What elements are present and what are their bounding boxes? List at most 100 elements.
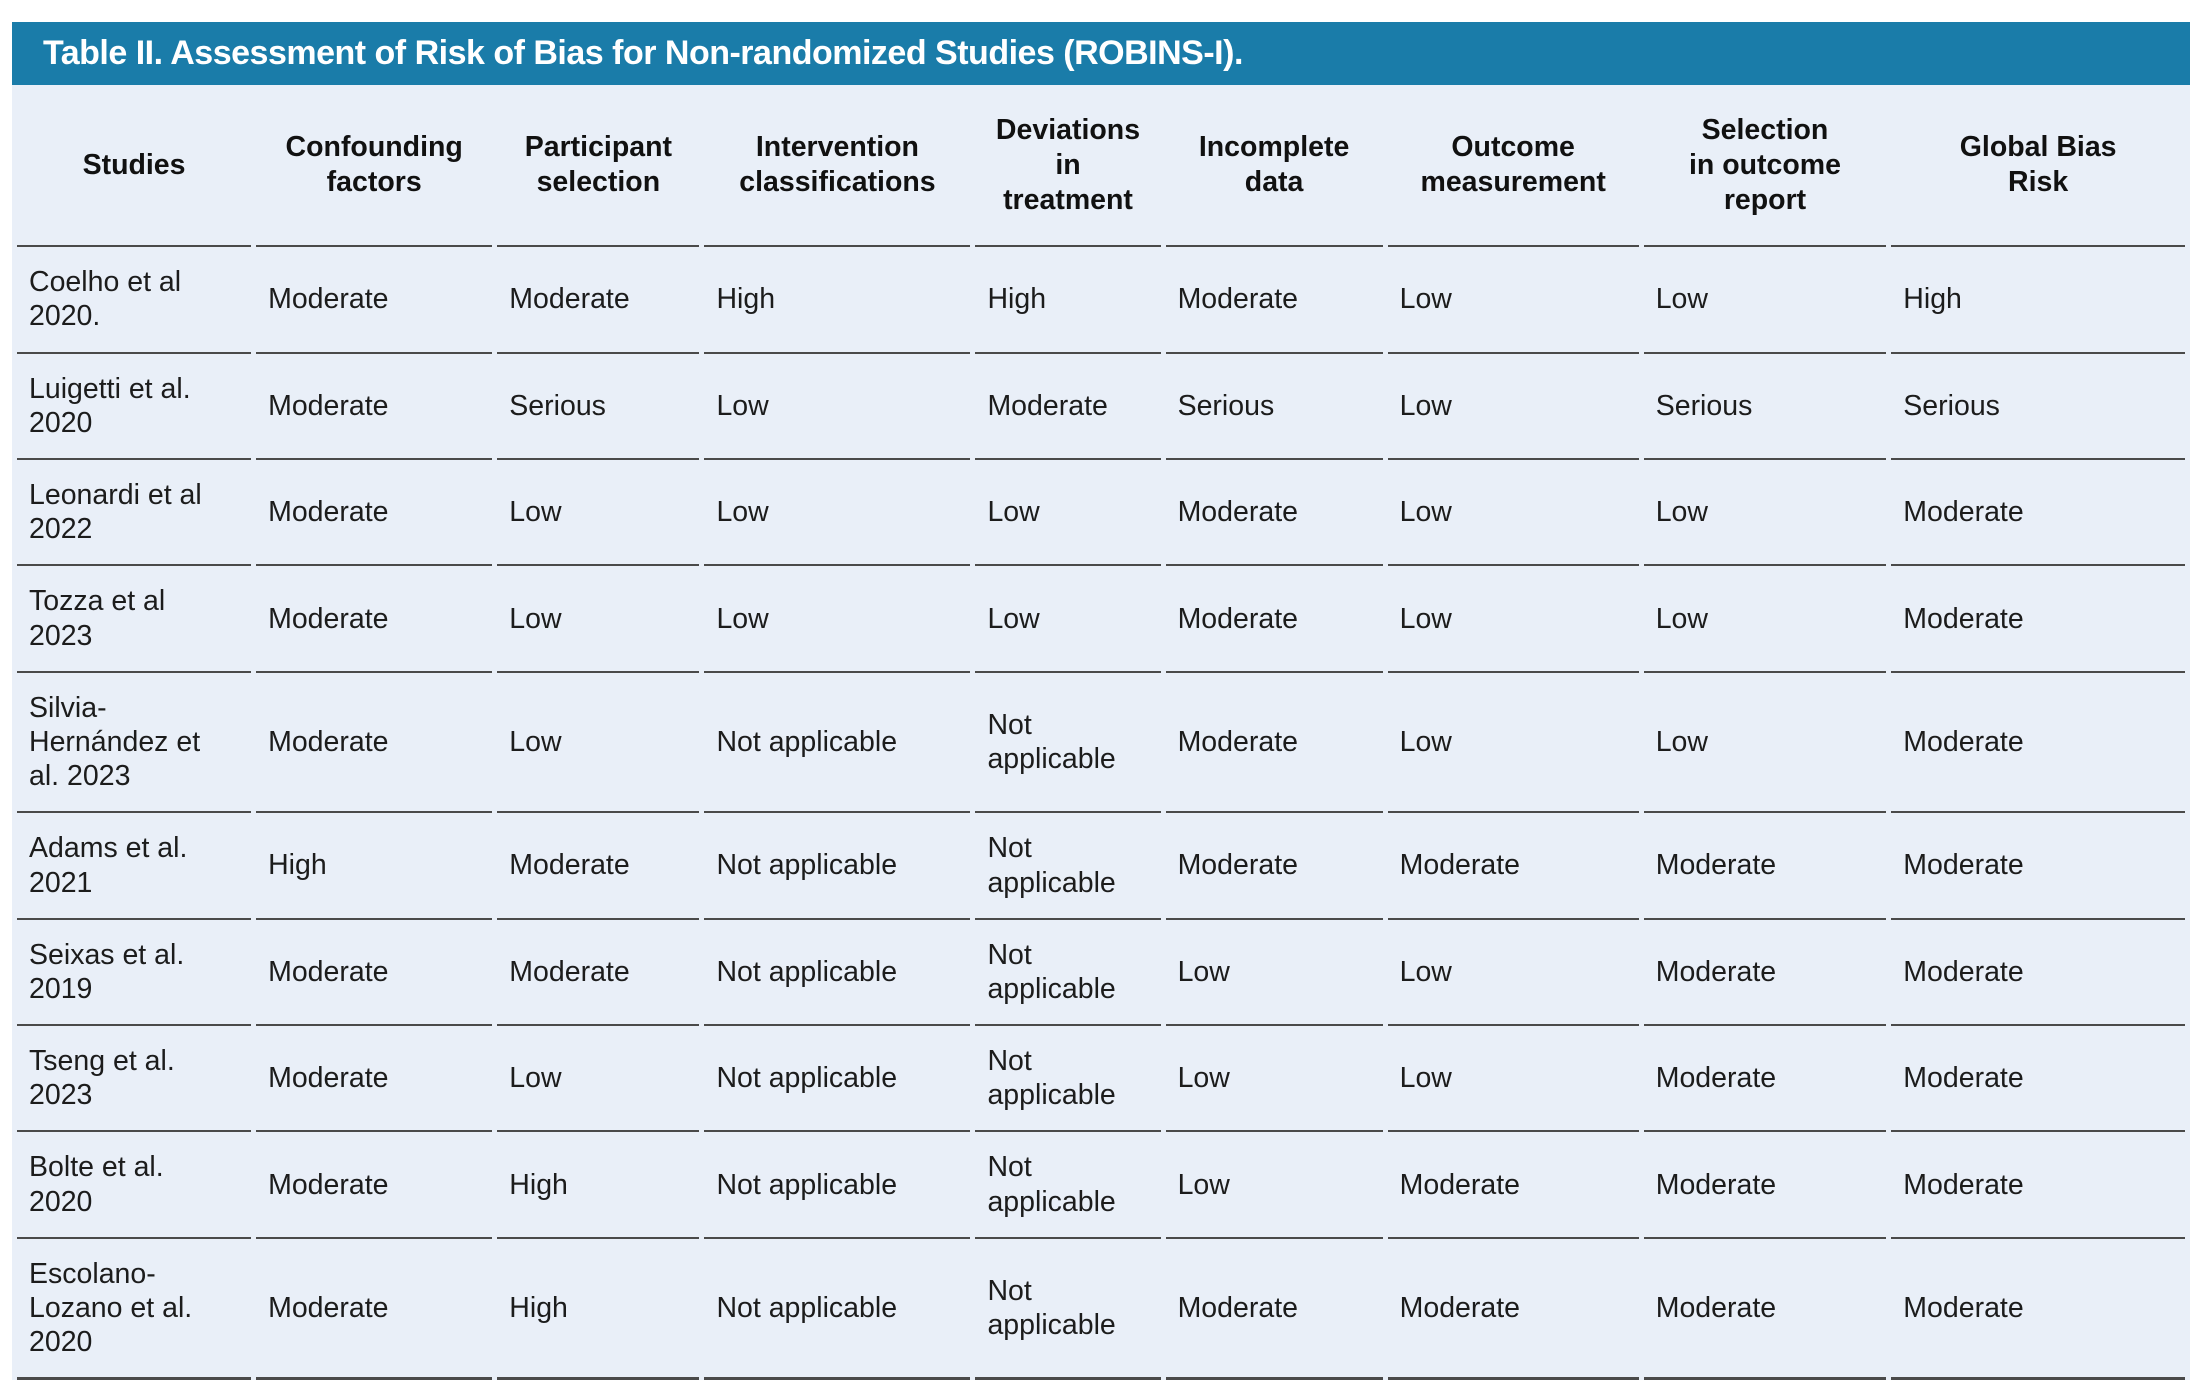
study-cell: Adams et al. 2021 — [17, 813, 252, 920]
rating-cell: Low — [704, 354, 971, 461]
rating-cell: Low — [1165, 920, 1383, 1027]
rating-cell: Low — [1643, 460, 1887, 567]
rating-cell: Moderate — [256, 566, 493, 673]
rating-cell: Moderate — [1165, 813, 1383, 920]
rating-cell: Low — [704, 566, 971, 673]
study-cell: Tseng et al. 2023 — [17, 1026, 252, 1133]
rating-cell: Not applicable — [975, 1026, 1161, 1133]
rating-cell: Low — [1387, 354, 1639, 461]
table-row: Silvia-Hernández et al. 2023 Moderate Low N… — [17, 673, 2185, 814]
rating-cell: Low — [1387, 920, 1639, 1027]
rating-cell: Moderate — [1643, 813, 1887, 920]
rating-cell: Low — [1387, 566, 1639, 673]
table-row: Adams et al. 2021 High Moderate Not applica… — [17, 813, 2185, 920]
rating-cell: High — [1891, 247, 2185, 354]
rating-cell: Moderate — [256, 1239, 493, 1380]
table-title-bar: Table II. Assessment of Risk of Bias for… — [12, 22, 2190, 85]
rating-cell: Low — [497, 460, 700, 567]
rating-cell: Moderate — [497, 920, 700, 1027]
column-header: Confounding factors — [256, 85, 493, 248]
table-row: Escolano-Lozano et al. 2020 Moderate High N… — [17, 1239, 2185, 1380]
rating-cell: Serious — [497, 354, 700, 461]
rating-cell: Low — [1643, 566, 1887, 673]
rating-cell: Moderate — [1891, 1026, 2185, 1133]
rating-cell: Low — [1387, 247, 1639, 354]
rating-cell: Serious — [1643, 354, 1887, 461]
rating-cell: Moderate — [497, 813, 700, 920]
rating-cell: Moderate — [1643, 1239, 1887, 1380]
rating-cell: Moderate — [256, 247, 493, 354]
rating-cell: Moderate — [256, 673, 493, 814]
table-header-row: Studies Confounding factors Participant se… — [17, 85, 2185, 248]
rating-cell: Low — [1643, 673, 1887, 814]
rating-cell: Moderate — [1891, 920, 2185, 1027]
rating-cell: Not applicable — [975, 673, 1161, 814]
rating-cell: Moderate — [1891, 566, 2185, 673]
paper-table-figure: Table II. Assessment of Risk of Bias for… — [12, 22, 2190, 1380]
rating-cell: Not applicable — [704, 1026, 971, 1133]
rating-cell: Serious — [1891, 354, 2185, 461]
rating-cell: Moderate — [1387, 1132, 1639, 1239]
column-header: Outcome measurement — [1387, 85, 1639, 248]
rating-cell: Low — [1643, 247, 1887, 354]
rating-cell: Moderate — [256, 460, 493, 567]
table-header: Studies Confounding factors Participant se… — [17, 85, 2185, 248]
rating-cell: Not applicable — [975, 1239, 1161, 1380]
table-row: Bolte et al. 2020 Moderate High Not applica… — [17, 1132, 2185, 1239]
table-row: Coelho et al 2020. Moderate Moderate High Hi… — [17, 247, 2185, 354]
column-header: Studies — [17, 85, 252, 248]
rating-cell: High — [497, 1239, 700, 1380]
study-cell: Seixas et al. 2019 — [17, 920, 252, 1027]
table-row: Leonardi et al 2022 Moderate Low Low Low Mode… — [17, 460, 2185, 567]
rating-cell: Low — [1165, 1026, 1383, 1133]
study-cell: Bolte et al. 2020 — [17, 1132, 252, 1239]
table-title: Table II. Assessment of Risk of Bias for… — [43, 34, 1243, 72]
rating-cell: Not applicable — [704, 920, 971, 1027]
rating-cell: Moderate — [1165, 460, 1383, 567]
rating-cell: Low — [1387, 460, 1639, 567]
rating-cell: Low — [1387, 1026, 1639, 1133]
table-row: Tozza et al 2023 Moderate Low Low Low Moderat… — [17, 566, 2185, 673]
rating-cell: Moderate — [497, 247, 700, 354]
rating-cell: Serious — [1165, 354, 1383, 461]
rating-cell: Moderate — [1165, 566, 1383, 673]
rating-cell: Moderate — [1643, 1132, 1887, 1239]
rating-cell: Low — [497, 673, 700, 814]
rating-cell: Moderate — [1643, 920, 1887, 1027]
rating-cell: Moderate — [1891, 673, 2185, 814]
rating-cell: Not applicable — [975, 1132, 1161, 1239]
table-row: Tseng et al. 2023 Moderate Low Not applicab… — [17, 1026, 2185, 1133]
rating-cell: Low — [975, 566, 1161, 673]
rating-cell: Low — [704, 460, 971, 567]
rating-cell: Moderate — [1387, 813, 1639, 920]
study-cell: Tozza et al 2023 — [17, 566, 252, 673]
rating-cell: Moderate — [256, 1026, 493, 1133]
rating-cell: Moderate — [1891, 813, 2185, 920]
rating-cell: Moderate — [1165, 247, 1383, 354]
rating-cell: Moderate — [1891, 1239, 2185, 1380]
column-header: Participant selection — [497, 85, 700, 248]
rating-cell: Not applicable — [975, 813, 1161, 920]
study-cell: Luigetti et al. 2020 — [17, 354, 252, 461]
table-row: Luigetti et al. 2020 Moderate Serious Low Mo… — [17, 354, 2185, 461]
column-header: Intervention classifications — [704, 85, 971, 248]
robins-table: Studies Confounding factors Participant se… — [12, 85, 2190, 1380]
table-row: Seixas et al. 2019 Moderate Moderate Not ap… — [17, 920, 2185, 1027]
rating-cell: High — [256, 813, 493, 920]
study-cell: Coelho et al 2020. — [17, 247, 252, 354]
rating-cell: Not applicable — [704, 1239, 971, 1380]
rating-cell: High — [975, 247, 1161, 354]
column-header: Deviations in treatment — [975, 85, 1161, 248]
column-header: Incomplete data — [1165, 85, 1383, 248]
rating-cell: Not applicable — [704, 673, 971, 814]
rating-cell: Low — [497, 1026, 700, 1133]
rating-cell: Low — [1387, 673, 1639, 814]
rating-cell: Moderate — [1387, 1239, 1639, 1380]
rating-cell: High — [497, 1132, 700, 1239]
rating-cell: Moderate — [1891, 1132, 2185, 1239]
column-header: Selection in outcome report — [1643, 85, 1887, 248]
rating-cell: Moderate — [256, 354, 493, 461]
rating-cell: Moderate — [256, 920, 493, 1027]
rating-cell: Moderate — [256, 1132, 493, 1239]
rating-cell: Moderate — [1165, 673, 1383, 814]
